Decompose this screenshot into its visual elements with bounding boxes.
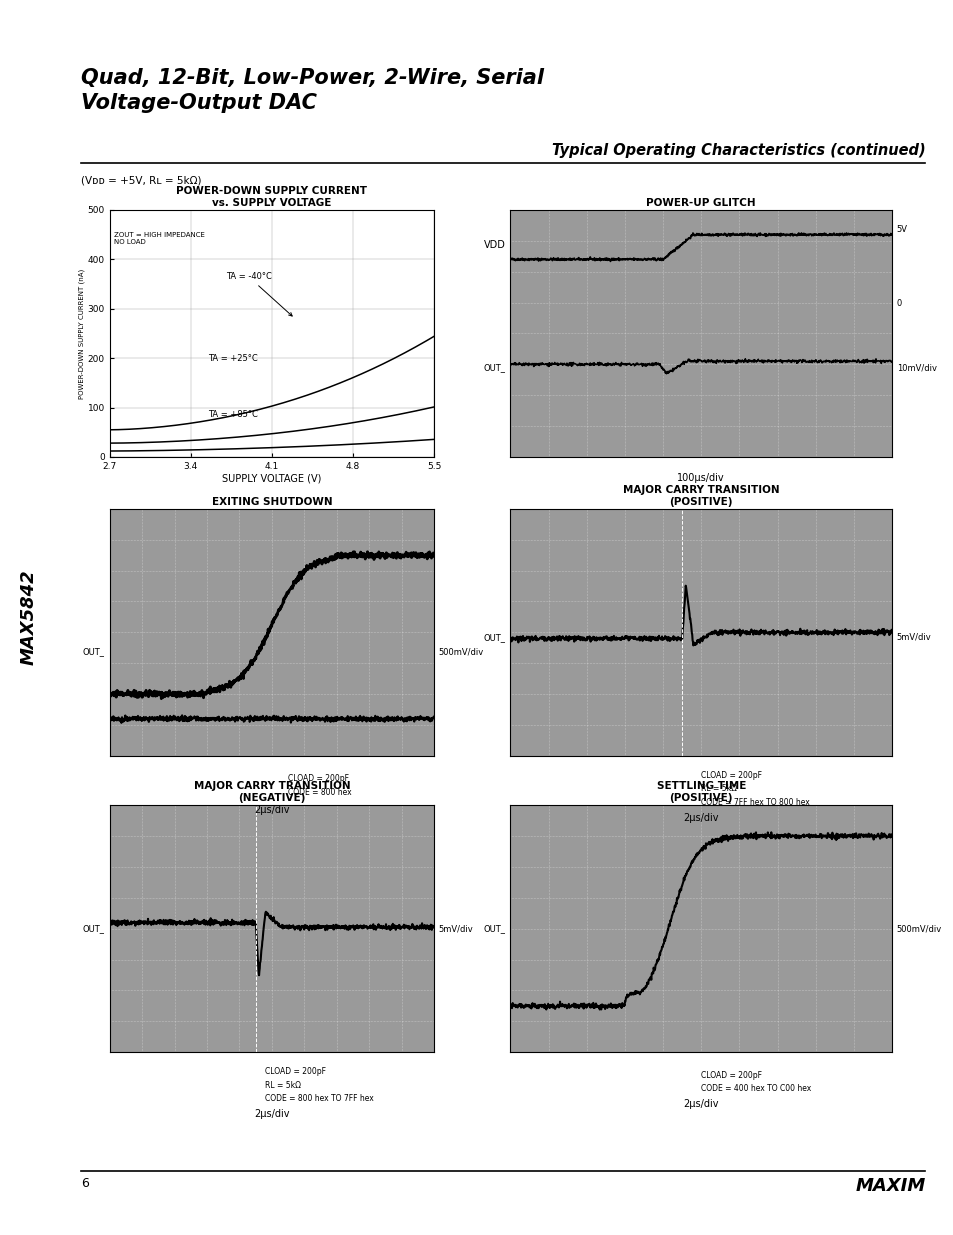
Text: 100μs/div: 100μs/div — [677, 473, 724, 483]
Text: 0: 0 — [896, 299, 902, 309]
Text: 2μs/div: 2μs/div — [253, 1109, 290, 1119]
Text: 5mV/div: 5mV/div — [438, 924, 473, 934]
Text: CLOAD = 200pF: CLOAD = 200pF — [700, 771, 761, 779]
Text: OUT_: OUT_ — [483, 632, 505, 642]
Text: OUT_: OUT_ — [83, 924, 105, 934]
Text: TA = -40°C: TA = -40°C — [225, 272, 292, 316]
Text: CODE = 400 hex TO C00 hex: CODE = 400 hex TO C00 hex — [700, 1084, 811, 1093]
X-axis label: SUPPLY VOLTAGE (V): SUPPLY VOLTAGE (V) — [222, 473, 321, 484]
Text: VDD: VDD — [483, 240, 505, 249]
Text: 500mV/div: 500mV/div — [896, 924, 941, 934]
Text: TA = +25°C: TA = +25°C — [208, 353, 257, 363]
Title: SETTLING TIME
(POSITIVE): SETTLING TIME (POSITIVE) — [656, 782, 745, 803]
Text: CLOAD = 200pF: CLOAD = 200pF — [265, 1067, 326, 1076]
Text: 6: 6 — [81, 1177, 89, 1191]
Text: Quad, 12-Bit, Low-Power, 2-Wire, Serial
Voltage-Output DAC: Quad, 12-Bit, Low-Power, 2-Wire, Serial … — [81, 68, 543, 112]
Text: TA = +85°C: TA = +85°C — [208, 410, 257, 420]
Text: CODE = 800 hex: CODE = 800 hex — [288, 788, 352, 797]
Text: 2μs/div: 2μs/div — [682, 1099, 719, 1109]
Text: RL = 5kΩ: RL = 5kΩ — [700, 784, 737, 793]
Text: RL = 5kΩ: RL = 5kΩ — [265, 1081, 301, 1089]
Text: Typical Operating Characteristics (continued): Typical Operating Characteristics (conti… — [551, 143, 924, 158]
Text: CODE = 800 hex TO 7FF hex: CODE = 800 hex TO 7FF hex — [265, 1094, 374, 1103]
Text: 2μs/div: 2μs/div — [253, 805, 290, 815]
Text: 10mV/div: 10mV/div — [896, 363, 936, 373]
Text: MAXIM: MAXIM — [854, 1177, 924, 1195]
Text: CLOAD = 200pF: CLOAD = 200pF — [700, 1071, 761, 1079]
Text: (Vᴅᴅ = +5V, Rʟ = 5kΩ): (Vᴅᴅ = +5V, Rʟ = 5kΩ) — [81, 175, 201, 185]
Text: 5mV/div: 5mV/div — [896, 632, 930, 642]
Text: 5V: 5V — [896, 225, 907, 235]
Title: MAJOR CARRY TRANSITION
(POSITIVE): MAJOR CARRY TRANSITION (POSITIVE) — [622, 485, 779, 506]
Text: CLOAD = 200pF: CLOAD = 200pF — [288, 774, 349, 783]
Text: OUT_: OUT_ — [83, 647, 105, 657]
Text: 2μs/div: 2μs/div — [682, 813, 719, 823]
Text: OUT_: OUT_ — [483, 924, 505, 934]
Title: MAJOR CARRY TRANSITION
(NEGATIVE): MAJOR CARRY TRANSITION (NEGATIVE) — [193, 782, 350, 803]
Text: CODE = 7FF hex TO 800 hex: CODE = 7FF hex TO 800 hex — [700, 798, 809, 806]
Text: ZOUT = HIGH IMPEDANCE
NO LOAD: ZOUT = HIGH IMPEDANCE NO LOAD — [114, 232, 205, 246]
Title: POWER-DOWN SUPPLY CURRENT
vs. SUPPLY VOLTAGE: POWER-DOWN SUPPLY CURRENT vs. SUPPLY VOL… — [176, 186, 367, 207]
Y-axis label: POWER-DOWN SUPPLY CURRENT (nA): POWER-DOWN SUPPLY CURRENT (nA) — [78, 268, 85, 399]
Text: OUT_: OUT_ — [483, 363, 505, 373]
Text: MAX5842: MAX5842 — [20, 569, 37, 666]
Title: POWER-UP GLITCH: POWER-UP GLITCH — [646, 198, 755, 207]
Text: 500mV/div: 500mV/div — [438, 647, 483, 657]
Title: EXITING SHUTDOWN: EXITING SHUTDOWN — [212, 496, 332, 506]
